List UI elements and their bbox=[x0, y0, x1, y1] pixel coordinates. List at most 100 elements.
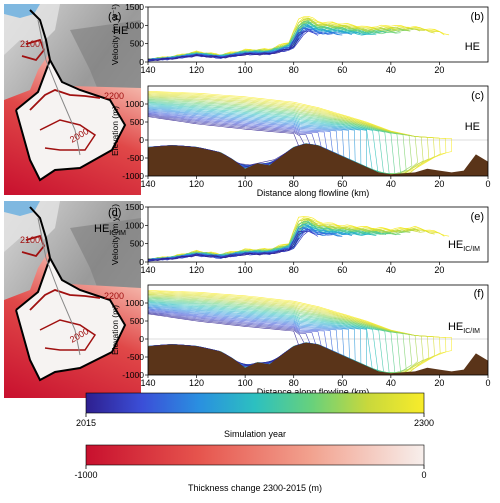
x-tick-label: 80 bbox=[289, 378, 299, 388]
thickness-colorbar-title: Thickness change 2300-2015 (m) bbox=[188, 483, 322, 493]
x-tick-label: 0 bbox=[485, 378, 490, 388]
contour-2000 bbox=[39, 319, 97, 351]
plot-frame bbox=[147, 6, 489, 63]
y-tick-label: 1000 bbox=[125, 99, 144, 109]
x-tick-label: 80 bbox=[289, 65, 299, 75]
velocity-line bbox=[148, 38, 299, 61]
y-tick-label: 1500 bbox=[125, 202, 144, 212]
contour-label-2200: 2200 bbox=[104, 291, 124, 301]
chart-panel-f: 140 120 100 80 60 40 20 0 -1000 -500 0 500 1000 Eleva… bbox=[110, 284, 491, 397]
x-tick-label: 60 bbox=[337, 179, 347, 189]
x-tick-label: 140 bbox=[140, 65, 155, 75]
fjord-water bbox=[4, 201, 40, 216]
y-tick-label: 1000 bbox=[125, 20, 144, 30]
flowline-trace bbox=[37, 217, 81, 356]
flowline-trace bbox=[37, 19, 81, 156]
y-tick-label: 500 bbox=[130, 239, 144, 249]
plot-frame bbox=[147, 284, 489, 376]
chart-panel-c: 140 120 100 80 60 40 20 0 -1000 -500 0 500 1000 Eleva… bbox=[110, 85, 491, 198]
chart-panel-e: 140 120 100 80 60 40 20 0 500 1000 1500 Velocity (m… bbox=[110, 202, 489, 275]
x-tick-label: 40 bbox=[386, 378, 396, 388]
x-tick-label: 100 bbox=[238, 265, 253, 275]
y-axis-label: Elevation (m) bbox=[110, 106, 120, 156]
ice-profile-line bbox=[147, 308, 333, 368]
x-tick-label: 40 bbox=[386, 265, 396, 275]
contour-label-2100: 2100 bbox=[20, 235, 40, 245]
chart-panel-b: 140 120 100 80 60 40 20 0 500 1000 1500 Velocity (m… bbox=[110, 2, 489, 75]
map-label-a: HE bbox=[113, 25, 128, 37]
bedrock bbox=[148, 342, 488, 375]
x-tick-label: 20 bbox=[434, 179, 444, 189]
panel-label-main: HE bbox=[465, 121, 480, 133]
contour-2200 bbox=[29, 289, 101, 311]
y-tick-label: -500 bbox=[127, 153, 144, 163]
velocity-line bbox=[147, 231, 309, 261]
x-tick-label: 40 bbox=[386, 65, 396, 75]
x-tick-label: 20 bbox=[434, 65, 444, 75]
velocity-line bbox=[148, 237, 299, 261]
map-panel-d bbox=[4, 201, 141, 398]
y-tick-label: 0 bbox=[139, 57, 144, 67]
panel-label-c: HE bbox=[465, 121, 480, 133]
x-tick-label: 60 bbox=[337, 265, 347, 275]
map-label-d: HEIC/IM bbox=[94, 223, 126, 237]
x-tick-label: 20 bbox=[434, 378, 444, 388]
terrain-shading bbox=[70, 20, 141, 95]
contour-label-2100: 2100 bbox=[20, 39, 40, 49]
panel-letter-f: (f) bbox=[474, 288, 484, 300]
x-tick-label: 0 bbox=[485, 179, 490, 189]
x-tick-label: 140 bbox=[140, 179, 155, 189]
x-tick-label: 100 bbox=[238, 378, 253, 388]
contour-2200 bbox=[29, 89, 101, 111]
panel-label-b: HE bbox=[465, 41, 480, 53]
map-panel-a bbox=[4, 4, 141, 195]
y-axis-label: Velocity (m yr⁻¹) bbox=[110, 204, 120, 265]
year-colorbar bbox=[85, 392, 425, 414]
year-colorbar-title: Simulation year bbox=[224, 429, 286, 439]
ice-profile-line bbox=[147, 110, 333, 169]
map-label-d-sub: IC/IM bbox=[109, 230, 126, 237]
y-axis-label: Elevation (m) bbox=[110, 305, 120, 355]
panel-label-main: HE bbox=[448, 321, 463, 333]
y-tick-label: -1000 bbox=[122, 370, 144, 380]
year-colorbar-min: 2015 bbox=[76, 418, 96, 428]
plot-area bbox=[148, 7, 488, 62]
y-tick-label: 0 bbox=[139, 334, 144, 344]
x-tick-label: 100 bbox=[238, 179, 253, 189]
fjord-water bbox=[4, 4, 40, 18]
map-label-d-main: HE bbox=[94, 223, 109, 235]
x-tick-label: 60 bbox=[337, 378, 347, 388]
contour-2000 bbox=[39, 119, 97, 151]
x-axis-label: Distance along flowline (km) bbox=[257, 188, 370, 198]
panel-label-sub: IC/IM bbox=[463, 328, 480, 335]
contour-label-2200: 2200 bbox=[104, 91, 124, 101]
panel-letter-e: (e) bbox=[471, 211, 484, 223]
panel-label-main: HE bbox=[448, 239, 463, 251]
panel-letter-c: (c) bbox=[471, 90, 484, 102]
x-tick-label: 120 bbox=[189, 265, 204, 275]
plot-frame bbox=[147, 85, 489, 177]
x-tick-label: 80 bbox=[289, 265, 299, 275]
bedrock bbox=[148, 143, 488, 176]
y-tick-label: 0 bbox=[139, 135, 144, 145]
y-tick-label: 500 bbox=[130, 117, 144, 127]
x-tick-label: 120 bbox=[189, 65, 204, 75]
y-tick-label: -1000 bbox=[122, 171, 144, 181]
x-tick-label: 120 bbox=[189, 179, 204, 189]
x-tick-label: 120 bbox=[189, 378, 204, 388]
x-tick-label: 140 bbox=[140, 265, 155, 275]
y-axis-label: Velocity (m yr⁻¹) bbox=[110, 4, 120, 65]
x-tick-label: 100 bbox=[238, 65, 253, 75]
x-axis-label: Distance along flowline (km) bbox=[257, 387, 370, 397]
y-tick-label: 1000 bbox=[125, 220, 144, 230]
y-tick-label: 1500 bbox=[125, 2, 144, 12]
panel-label-f: HEIC/IM bbox=[448, 321, 480, 335]
x-tick-label: 20 bbox=[434, 265, 444, 275]
x-tick-label: 40 bbox=[386, 179, 396, 189]
glacier-outline bbox=[15, 9, 127, 182]
panel-label-sub: IC/IM bbox=[463, 246, 480, 253]
x-tick-label: 80 bbox=[289, 179, 299, 189]
velocity-line bbox=[147, 30, 309, 61]
x-tick-label: 60 bbox=[337, 65, 347, 75]
